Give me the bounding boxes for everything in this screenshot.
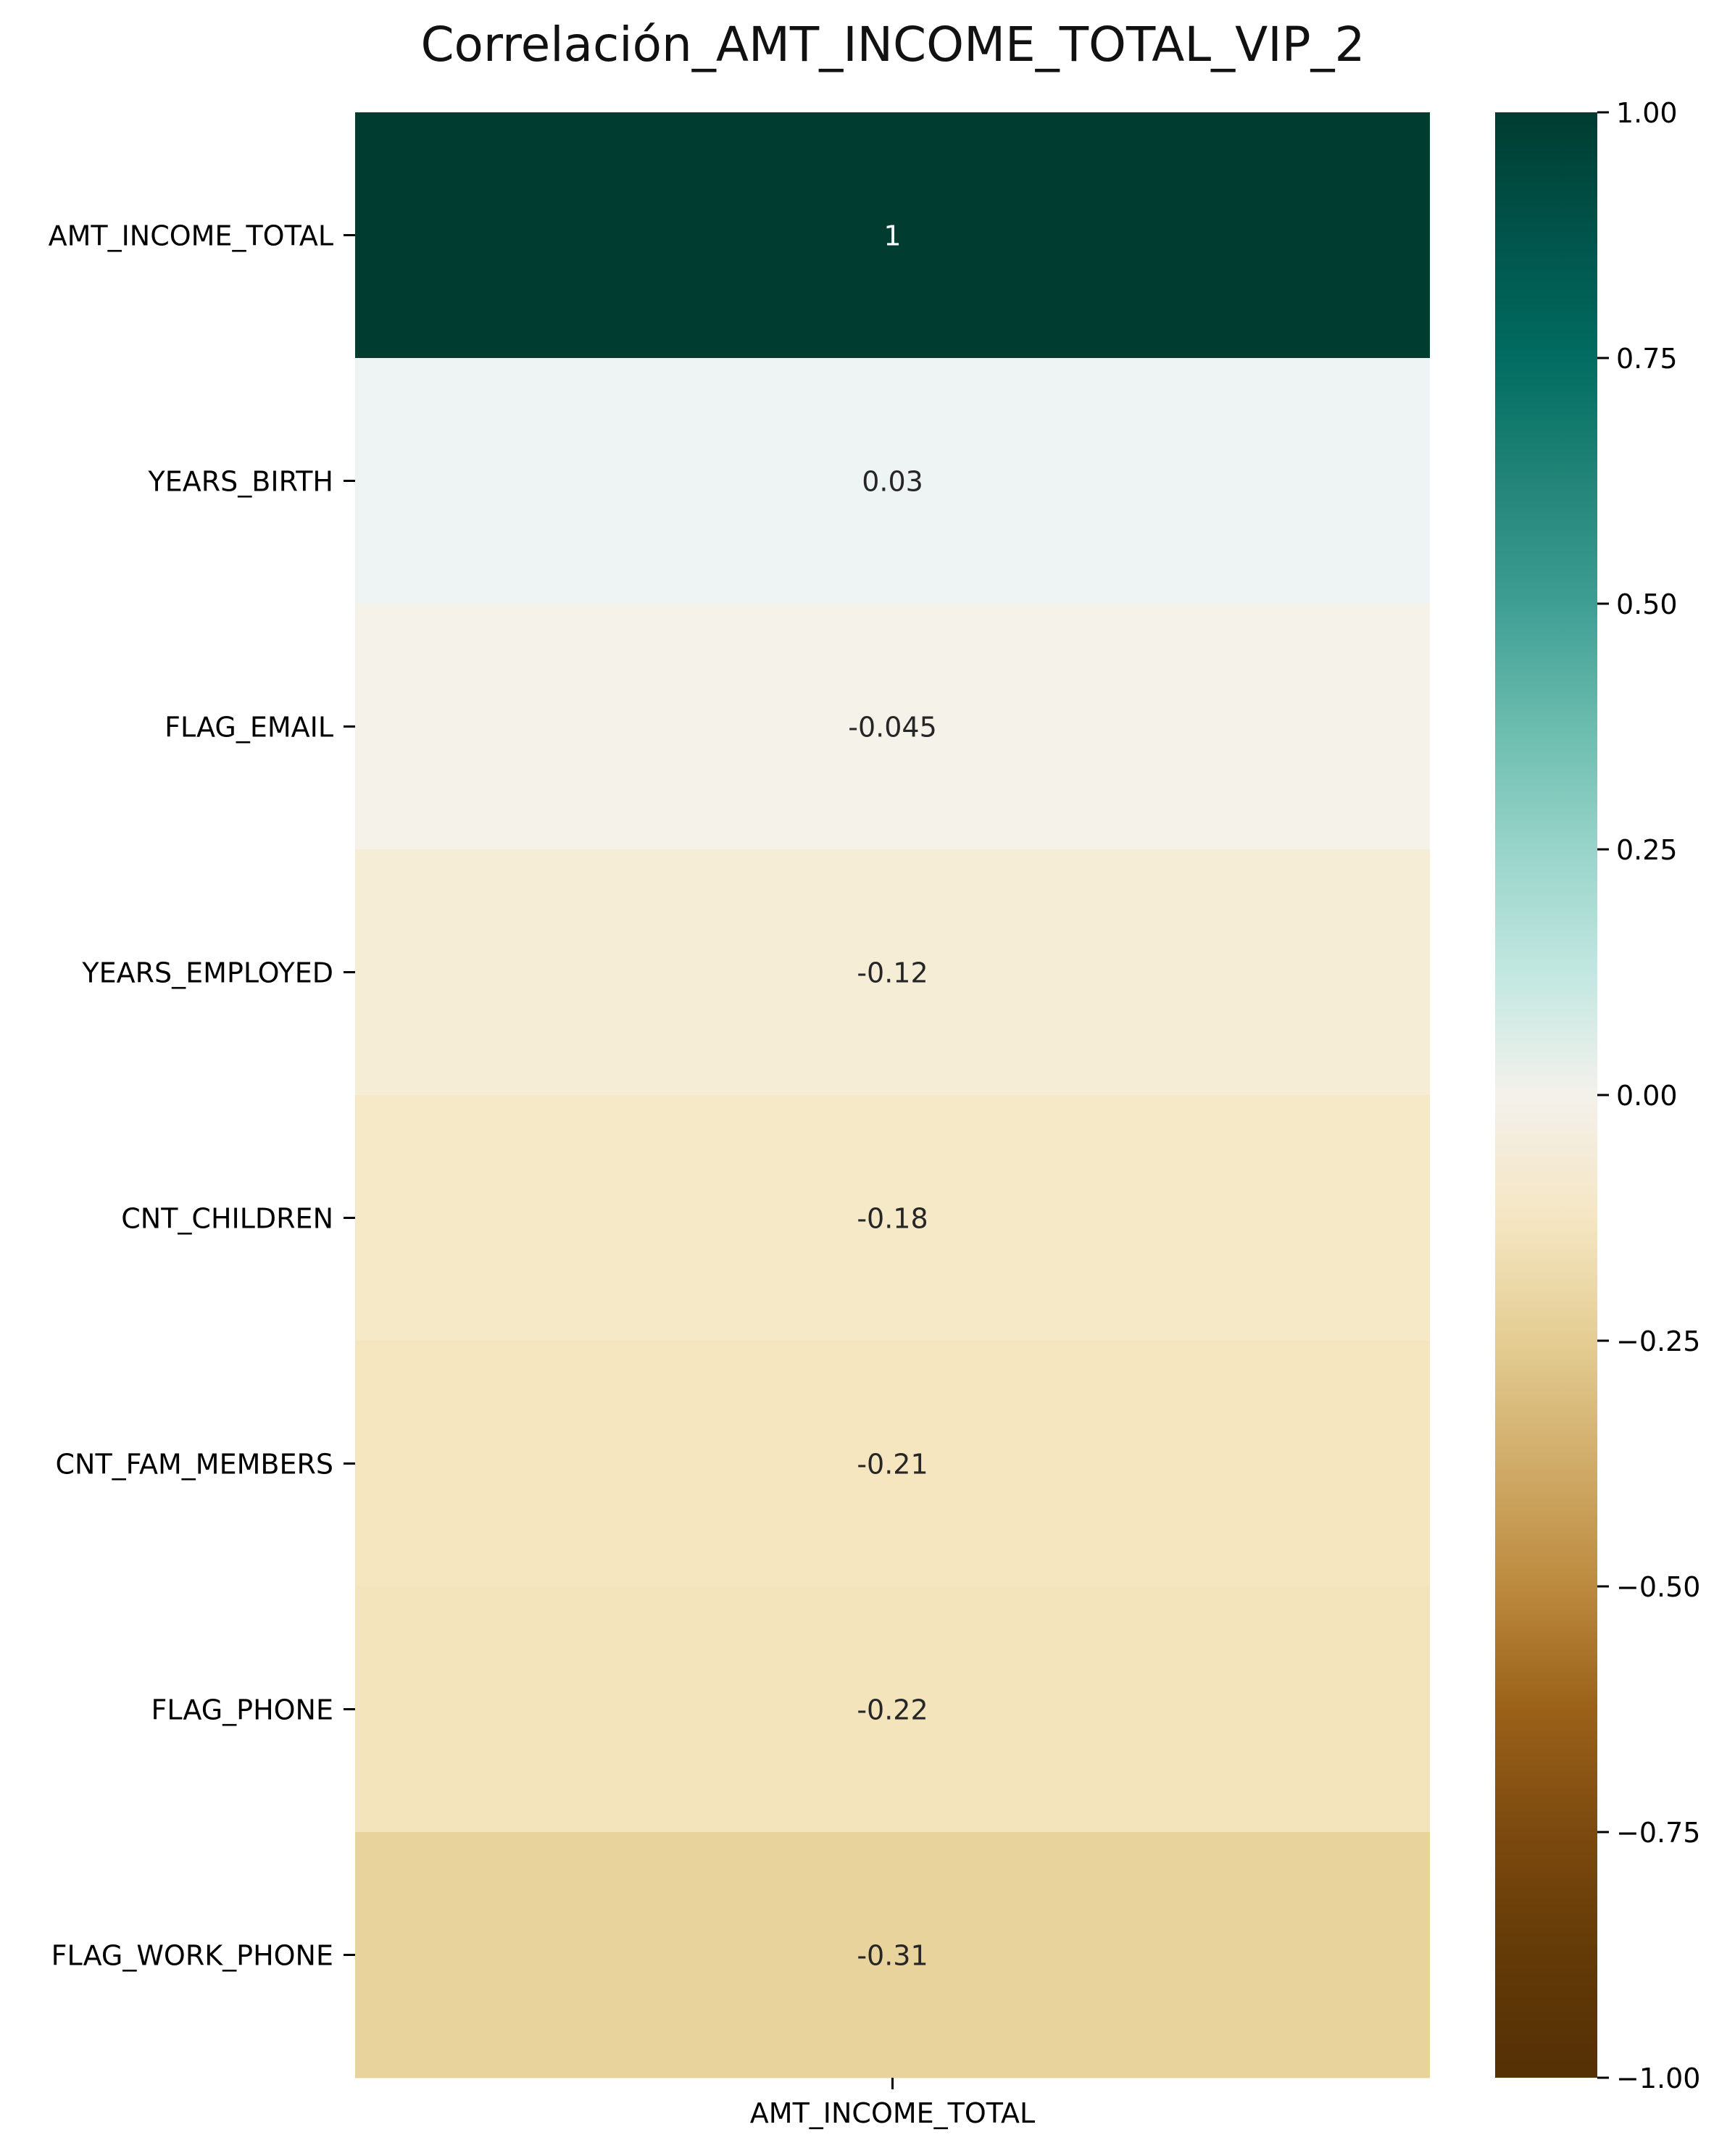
- cell-annotation: -0.12: [857, 957, 928, 989]
- cell-annotation: -0.18: [857, 1203, 928, 1235]
- row-label: YEARS_BIRTH: [148, 466, 333, 498]
- row-label: CNT_FAM_MEMBERS: [55, 1449, 333, 1481]
- heatmap-cell: [355, 112, 1430, 359]
- row-labels: AMT_INCOME_TOTAL YEARS_BIRTH FLAG_EMAIL YEA…: [49, 220, 355, 1972]
- colorbar-tick-label: 0.75: [1616, 343, 1678, 375]
- chart-title: Correlación_AMT_INCOME_TOTAL_VIP_2: [420, 17, 1365, 72]
- row-label: FLAG_WORK_PHONE: [51, 1940, 333, 1972]
- colorbar-tick-label: 0.50: [1616, 588, 1678, 620]
- heatmap-cell: [355, 849, 1430, 1096]
- colorbar-tick-label: −1.00: [1616, 2063, 1700, 2094]
- heatmap-cell: [355, 1586, 1430, 1833]
- cell-annotation: 1: [883, 220, 901, 252]
- row-label: YEARS_EMPLOYED: [81, 957, 333, 989]
- heatmap-cell: [355, 1832, 1430, 2078]
- cell-annotation: -0.045: [848, 712, 937, 744]
- heatmap-cell: [355, 1341, 1430, 1587]
- colorbar-tick-label: 0.00: [1616, 1080, 1678, 1112]
- colorbar-ticks: 1.00 0.75 0.50 0.25 0.00 −0.25 −0.50 −0.75 −1.00: [1597, 97, 1700, 2094]
- row-label: AMT_INCOME_TOTAL: [49, 220, 333, 252]
- cell-annotation: 0.03: [862, 466, 923, 498]
- colorbar-tick-label: 0.25: [1616, 834, 1678, 866]
- heatmap-cells: 1 0.03 -0.045 -0.12 -0.18 -0.21 -0.22 -0.31: [355, 112, 1430, 2078]
- cell-annotation: -0.21: [857, 1449, 928, 1481]
- column-label: AMT_INCOME_TOTAL: [750, 2097, 1035, 2129]
- heatmap-cell: [355, 358, 1430, 604]
- row-label: FLAG_EMAIL: [165, 712, 333, 744]
- row-label: FLAG_PHONE: [151, 1694, 333, 1726]
- colorbar-tick-label: 1.00: [1616, 97, 1678, 129]
- colorbar: [1495, 112, 1597, 2078]
- cell-annotation: -0.31: [857, 1940, 928, 1972]
- colorbar-tick-label: −0.25: [1616, 1325, 1700, 1357]
- colorbar-tick-label: −0.50: [1616, 1571, 1700, 1603]
- heatmap-cell: [355, 1095, 1430, 1341]
- column-labels: AMT_INCOME_TOTAL: [750, 2078, 1035, 2129]
- cell-annotation: -0.22: [857, 1694, 928, 1726]
- heatmap-cell: [355, 604, 1430, 850]
- colorbar-tick-label: −0.75: [1616, 1817, 1700, 1849]
- row-label: CNT_CHILDREN: [121, 1203, 333, 1235]
